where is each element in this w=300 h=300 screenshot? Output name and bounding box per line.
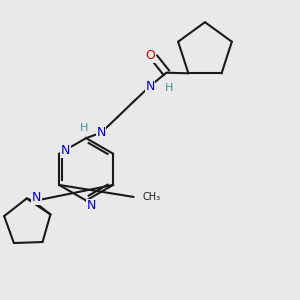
Text: N: N bbox=[32, 191, 41, 204]
Text: O: O bbox=[145, 49, 154, 62]
Text: N: N bbox=[61, 144, 70, 157]
Text: H: H bbox=[80, 123, 88, 133]
Text: N: N bbox=[145, 80, 155, 93]
Text: N: N bbox=[96, 126, 106, 139]
Text: H: H bbox=[165, 83, 173, 94]
Text: CH₃: CH₃ bbox=[142, 192, 161, 202]
Text: N: N bbox=[87, 200, 96, 212]
